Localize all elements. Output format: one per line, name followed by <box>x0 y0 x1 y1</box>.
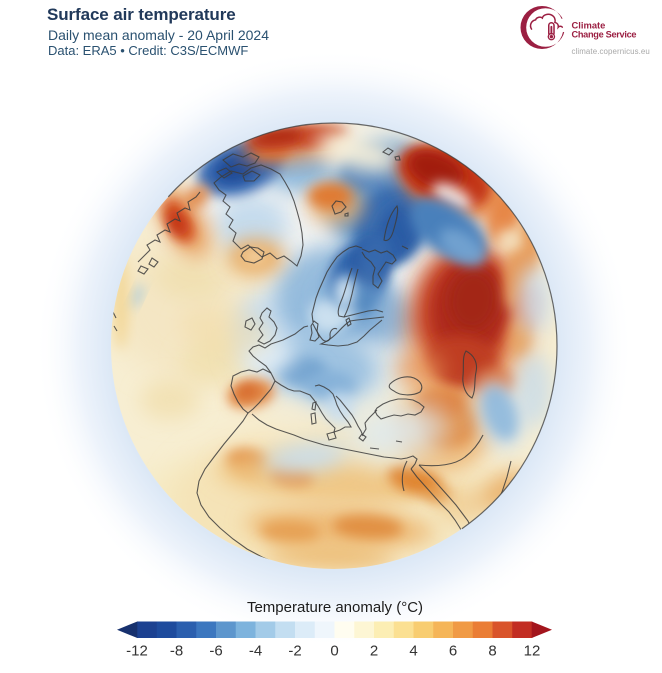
svg-text:-12: -12 <box>126 643 148 660</box>
svg-text:12: 12 <box>524 643 541 660</box>
svg-text:-2: -2 <box>288 643 301 660</box>
svg-text:Climate: Climate <box>572 20 606 31</box>
svg-text:Change Service: Change Service <box>572 30 637 40</box>
svg-text:0: 0 <box>330 643 338 660</box>
svg-text:-4: -4 <box>249 643 262 660</box>
svg-text:4: 4 <box>409 643 417 660</box>
svg-text:-6: -6 <box>209 643 222 660</box>
svg-text:6: 6 <box>449 643 457 660</box>
svg-text:climate.copernicus.eu: climate.copernicus.eu <box>572 47 650 56</box>
svg-text:8: 8 <box>488 643 496 660</box>
svg-text:2: 2 <box>370 643 378 660</box>
svg-text:-8: -8 <box>170 643 183 660</box>
